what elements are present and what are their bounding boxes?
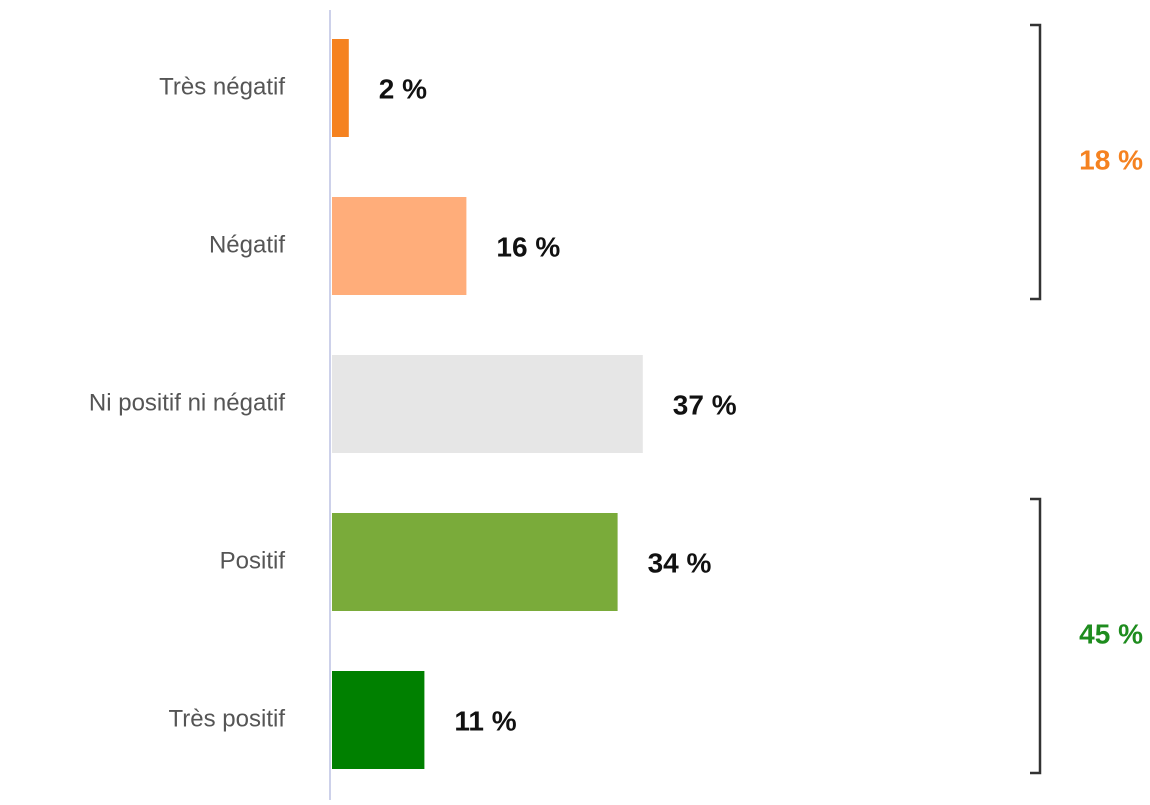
category-label: Positif	[220, 547, 286, 574]
category-label: Très positif	[169, 705, 286, 732]
bracket	[1030, 497, 1042, 775]
value-label: 37 %	[673, 389, 737, 420]
bar	[332, 671, 425, 769]
bar	[332, 39, 349, 137]
value-label: 34 %	[648, 547, 712, 578]
value-label: 11 %	[454, 705, 516, 736]
category-label: Ni positif ni négatif	[89, 389, 285, 416]
category-label: Très négatif	[159, 73, 285, 100]
category-label: Négatif	[209, 231, 285, 258]
bar	[332, 197, 467, 295]
value-label: 16 %	[496, 231, 560, 262]
bracket-label: 45 %	[1079, 618, 1143, 649]
bracket-label: 18 %	[1079, 144, 1143, 175]
bar	[332, 355, 643, 453]
value-label: 2 %	[379, 73, 427, 104]
bar	[332, 513, 618, 611]
bracket	[1030, 23, 1042, 301]
